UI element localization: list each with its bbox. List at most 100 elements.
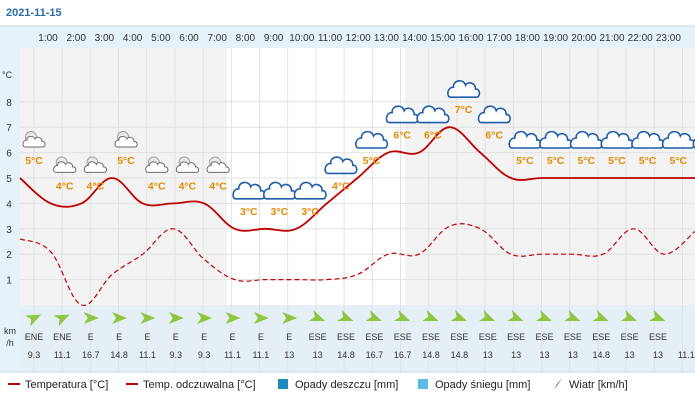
wind-unit-label: km xyxy=(4,326,16,336)
temperature-value-label: 4°C xyxy=(87,180,105,192)
wind-direction-label: ESE xyxy=(649,332,667,342)
hour-label: 12:00 xyxy=(346,33,371,44)
hour-label: 6:00 xyxy=(179,33,199,44)
wind-speed-label: 16.7 xyxy=(394,350,412,360)
wind-direction-label: ESE xyxy=(337,332,355,342)
wind-direction-label: ENE xyxy=(25,332,44,342)
wind-speed-label: 16.7 xyxy=(82,350,100,360)
wind-speed-label: 13 xyxy=(568,350,578,360)
y-tick-label: 8 xyxy=(6,98,12,109)
y-tick-label: 1 xyxy=(6,276,12,287)
wind-direction-label: E xyxy=(286,332,292,342)
hour-label: 21:00 xyxy=(599,33,624,44)
temperature-value-label: 5°C xyxy=(608,155,626,167)
temperature-value-label: 5°C xyxy=(670,155,688,167)
wind-speed-label: 11.1 xyxy=(252,350,269,360)
hour-label: 4:00 xyxy=(123,33,143,44)
wind-direction-label: ESE xyxy=(309,332,327,342)
hour-label: 2:00 xyxy=(66,33,86,44)
wind-speed-label: 14.8 xyxy=(337,350,355,360)
wind-speed-label: 13 xyxy=(539,350,549,360)
wind-speed-label: 11.1 xyxy=(139,350,156,360)
wind-direction-label: ESE xyxy=(564,332,582,342)
temperature-value-label: 3°C xyxy=(271,206,289,218)
hour-label: 9:00 xyxy=(264,33,284,44)
feels-like-line xyxy=(19,223,695,306)
temperature-value-label: 7°C xyxy=(455,104,473,116)
temperature-value-label: 4°C xyxy=(56,180,74,192)
hour-label: 13:00 xyxy=(374,33,399,44)
y-axis-unit: °C xyxy=(2,70,13,80)
hour-header-strip xyxy=(20,26,695,48)
date-label: 2021-11-15 xyxy=(6,7,62,19)
hour-label: 11:00 xyxy=(318,33,343,44)
hour-label: 10:00 xyxy=(289,33,314,44)
wind-speed-label: 11.1 xyxy=(54,350,71,360)
wind-strip xyxy=(20,305,695,372)
temperature-value-label: 4°C xyxy=(148,180,166,192)
temperature-value-label: 5°C xyxy=(577,155,595,167)
wind-direction-label: ESE xyxy=(394,332,412,342)
temperature-value-label: 5°C xyxy=(117,155,135,167)
y-axis-ticks: 1 2 3 4 5 6 7 8 xyxy=(6,98,12,287)
wind-speed-label: 13 xyxy=(653,350,663,360)
wind-speed-label: 11.1 xyxy=(678,350,695,360)
y-tick-label: 7 xyxy=(6,123,12,134)
wind-direction-label: E xyxy=(88,332,94,342)
hour-label: 22:00 xyxy=(628,33,653,44)
wind-direction-label: E xyxy=(258,332,264,342)
y-tick-label: 5 xyxy=(6,174,12,185)
wind-speed-label: 14.8 xyxy=(592,350,610,360)
legend-label: Temp. odczuwalna [°C] xyxy=(143,379,256,391)
wind-direction-label: ESE xyxy=(535,332,553,342)
y-tick-label: 3 xyxy=(6,225,12,236)
legend-box-swatch xyxy=(278,379,288,389)
temperature-value-label: 5°C xyxy=(516,155,534,167)
night-shade-left xyxy=(20,48,227,305)
wind-direction-label: E xyxy=(201,332,207,342)
wind-speed-label: 14.8 xyxy=(422,350,440,360)
wind-row: km/h ENE 9.3 ENE 11.1 E 16.7 E 14.8 E 11.1 E 9.3 E 9.3… xyxy=(4,309,695,360)
wind-speed-label: 13 xyxy=(284,350,294,360)
y-tick-label: 6 xyxy=(6,149,12,160)
wind-speed-label: 13 xyxy=(511,350,521,360)
wind-unit-label: /h xyxy=(6,338,14,348)
wind-direction-label: E xyxy=(144,332,150,342)
wind-speed-label: 14.8 xyxy=(451,350,469,360)
hour-label: 17:00 xyxy=(487,33,512,44)
hour-label: 19:00 xyxy=(543,33,568,44)
wind-direction-label: ESE xyxy=(592,332,610,342)
temperature-value-label: 4°C xyxy=(332,180,350,192)
hour-label: 15:00 xyxy=(430,33,455,44)
temperature-value-label: 4°C xyxy=(209,180,227,192)
hour-label: 23:00 xyxy=(656,33,681,44)
hour-label: 14:00 xyxy=(402,33,427,44)
wind-speed-label: 9.3 xyxy=(170,350,183,360)
temperature-value-label: 4°C xyxy=(179,180,197,192)
y-tick-label: 4 xyxy=(6,199,12,210)
wind-direction-label: ESE xyxy=(479,332,497,342)
temperature-value-label: 6°C xyxy=(424,130,442,142)
wind-direction-label: E xyxy=(116,332,122,342)
wind-direction-label: ESE xyxy=(507,332,525,342)
wind-speed-label: 14.8 xyxy=(110,350,128,360)
wind-direction-label: E xyxy=(173,332,179,342)
wind-direction-label: ENE xyxy=(53,332,72,342)
wind-direction-label: ESE xyxy=(621,332,639,342)
legend-label: Opady deszczu [mm] xyxy=(295,379,398,391)
temperature-value-label: 3°C xyxy=(301,206,319,218)
hour-label: 16:00 xyxy=(458,33,483,44)
legend: Temperatura [°C] Temp. odczuwalna [°C] Opa… xyxy=(8,378,628,391)
wind-speed-label: 11.1 xyxy=(224,350,241,360)
wind-arrow-icon xyxy=(554,378,562,390)
wind-speed-label: 16.7 xyxy=(366,350,384,360)
hour-label: 7:00 xyxy=(207,33,227,44)
temperature-labels: 5°C 4°C 4°C 5°C 4°C 4°C 4°C 3°C 3°C 3°C 4°C 5°C 6°C 6… xyxy=(25,104,688,218)
legend-box-swatch xyxy=(418,379,428,389)
series-lines xyxy=(19,126,695,306)
wind-direction-label: ESE xyxy=(422,332,440,342)
hour-label: 18:00 xyxy=(515,33,540,44)
wind-speed-label: 13 xyxy=(625,350,635,360)
